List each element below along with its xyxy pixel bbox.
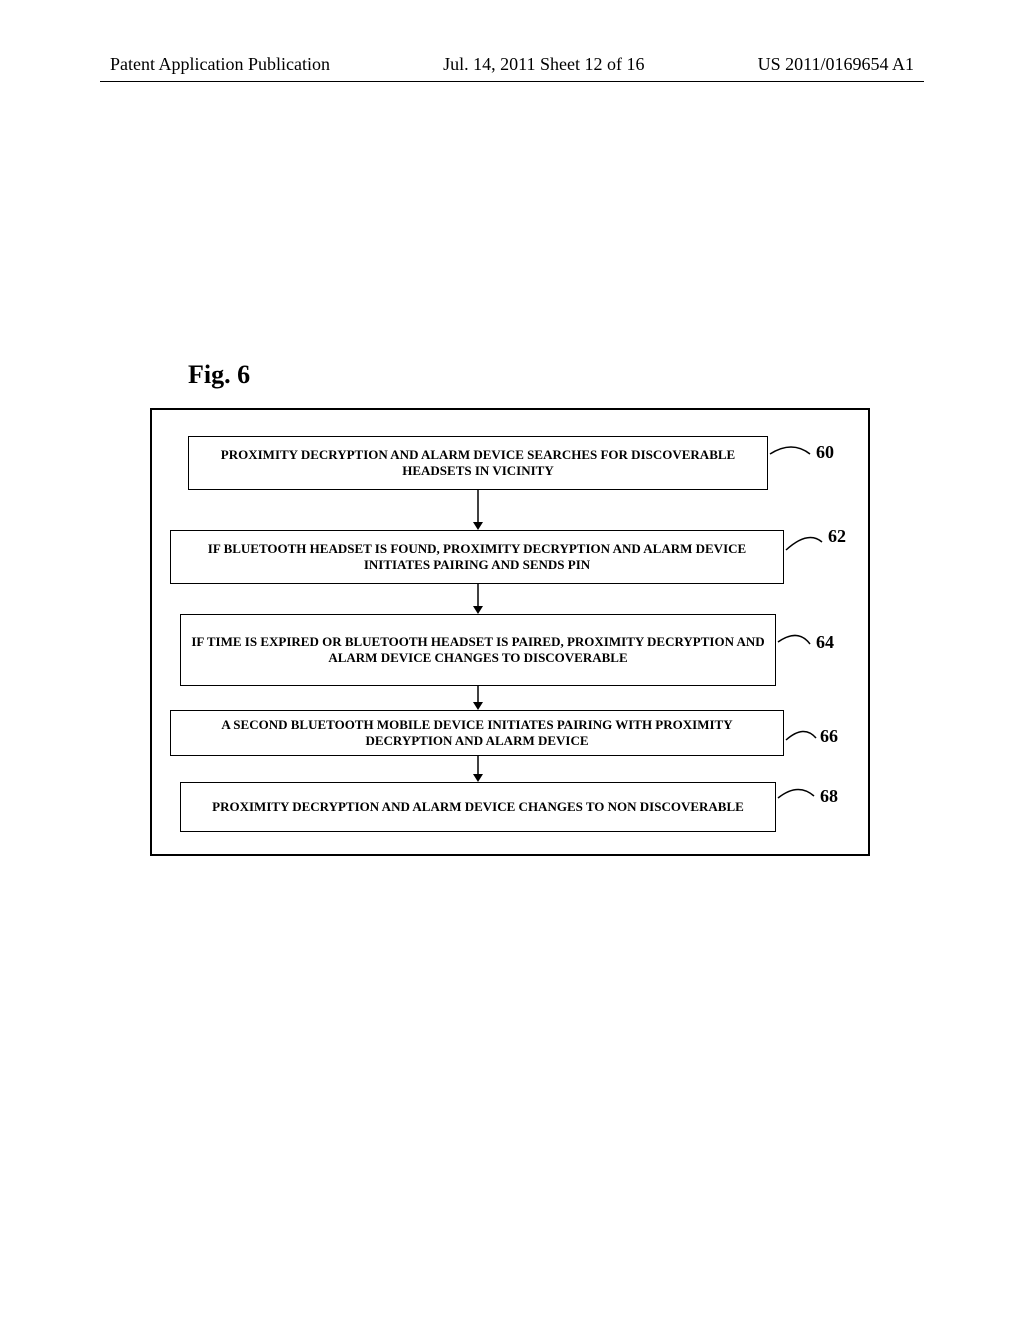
- callout-connector-60: [766, 436, 814, 458]
- callout-connector-68: [774, 778, 818, 802]
- flow-step-number-68: 68: [820, 786, 838, 807]
- page-header: Patent Application Publication Jul. 14, …: [0, 54, 1024, 82]
- flow-arrow-3: [470, 756, 486, 782]
- page: Patent Application Publication Jul. 14, …: [0, 0, 1024, 1320]
- callout-connector-66: [782, 720, 820, 744]
- flow-step-62: IF BLUETOOTH HEADSET IS FOUND, PROXIMITY…: [170, 530, 784, 584]
- flow-step-64: IF TIME IS EXPIRED OR BLUETOOTH HEADSET …: [180, 614, 776, 686]
- header-row: Patent Application Publication Jul. 14, …: [0, 54, 1024, 75]
- callout-connector-64: [774, 624, 814, 648]
- flow-arrow-2: [470, 686, 486, 710]
- header-rule: [100, 81, 924, 82]
- flow-step-number-62: 62: [828, 526, 846, 547]
- flow-step-number-60: 60: [816, 442, 834, 463]
- flow-step-number-66: 66: [820, 726, 838, 747]
- flow-step-number-64: 64: [816, 632, 834, 653]
- header-left: Patent Application Publication: [110, 54, 330, 75]
- header-right: US 2011/0169654 A1: [758, 54, 914, 75]
- header-center: Jul. 14, 2011 Sheet 12 of 16: [443, 54, 644, 75]
- flowchart: PROXIMITY DECRYPTION AND ALARM DEVICE SE…: [152, 410, 868, 854]
- callout-connector-62: [782, 526, 826, 554]
- flow-step-68: PROXIMITY DECRYPTION AND ALARM DEVICE CH…: [180, 782, 776, 832]
- flow-arrow-1: [470, 584, 486, 614]
- flow-step-66: A SECOND BLUETOOTH MOBILE DEVICE INITIAT…: [170, 710, 784, 756]
- flow-step-60: PROXIMITY DECRYPTION AND ALARM DEVICE SE…: [188, 436, 768, 490]
- flow-arrow-0: [470, 490, 486, 530]
- flowchart-container: PROXIMITY DECRYPTION AND ALARM DEVICE SE…: [150, 408, 870, 856]
- figure-label: Fig. 6: [188, 360, 250, 390]
